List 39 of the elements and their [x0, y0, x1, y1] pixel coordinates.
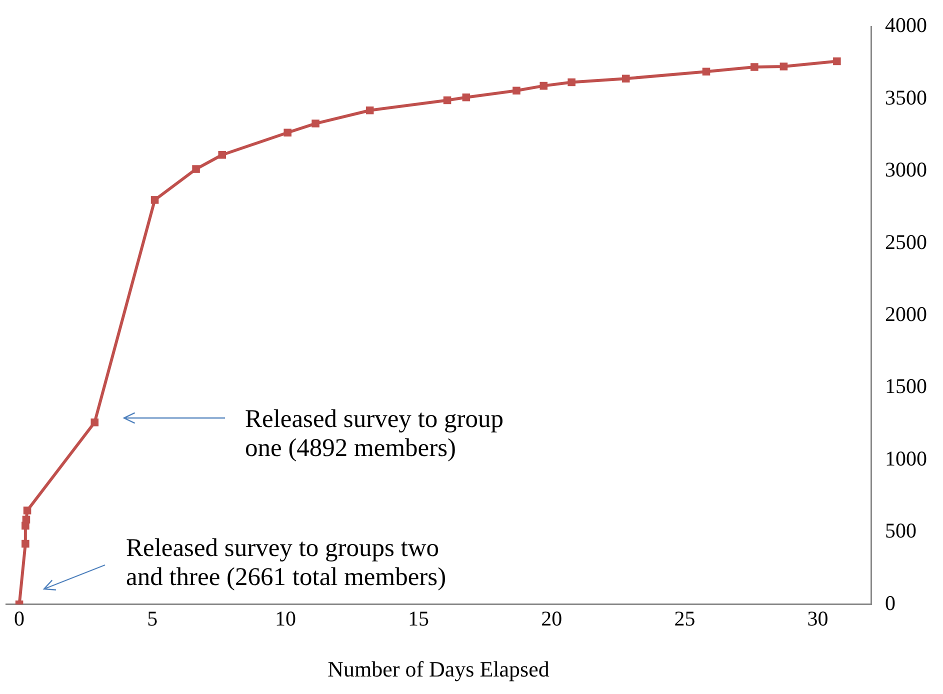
x-tick-label: 5 [147, 606, 158, 631]
point [622, 74, 630, 82]
y-tick-label: 1000 [885, 446, 927, 470]
point [366, 106, 374, 114]
point [284, 128, 292, 137]
x-tick-label: 25 [674, 606, 696, 631]
point [312, 120, 320, 128]
point [218, 150, 226, 159]
point [23, 506, 32, 514]
y-tick-label: 4000 [885, 13, 927, 38]
x-tick-label: 0 [14, 606, 25, 631]
point [443, 96, 452, 104]
x-axis-title: Number of Days Elapsed [328, 656, 550, 682]
annotation: Released survey to groups two and three (2661 total members) [126, 533, 448, 591]
y-tick-label: 0 [885, 590, 896, 615]
y-tick-label: 3500 [885, 85, 927, 110]
y-tick-label: 2500 [885, 230, 927, 254]
point [833, 57, 841, 66]
x-tick-label: 30 [807, 606, 828, 631]
point [22, 516, 30, 524]
point [540, 82, 548, 90]
point [512, 86, 520, 94]
annotation: Released survey to group one (4892 members) [245, 404, 504, 462]
x-tick-label: 20 [541, 606, 562, 631]
point [192, 165, 200, 173]
x-tick-label: 15 [408, 606, 430, 631]
y-tick-label: 2000 [885, 302, 927, 326]
point [150, 196, 159, 204]
y-tick-label: 1500 [885, 374, 927, 398]
point [90, 418, 99, 426]
point [22, 540, 30, 548]
x-tick-label: 10 [274, 606, 296, 631]
point [750, 63, 758, 71]
point [702, 68, 710, 76]
point [780, 62, 788, 70]
y-tick-label: 3000 [885, 158, 927, 182]
y-tick-label: 500 [885, 518, 916, 543]
point [568, 78, 576, 86]
point [462, 93, 470, 102]
